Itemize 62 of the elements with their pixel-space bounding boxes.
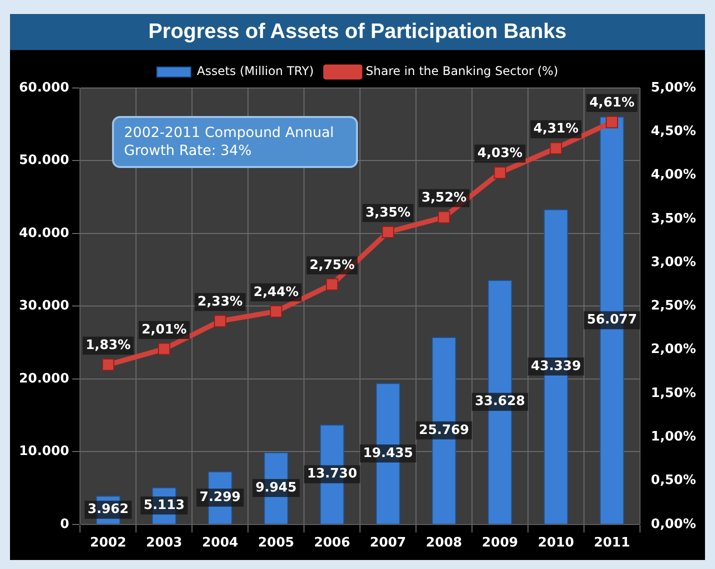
- x-tick-label: 2011: [594, 536, 630, 551]
- point: [550, 142, 562, 154]
- point: [438, 211, 450, 224]
- y-tick-label: 10.000: [18, 444, 70, 460]
- data-label: 3,52%: [421, 190, 467, 206]
- point: [606, 116, 618, 128]
- data-label: 13.730: [306, 466, 358, 482]
- y2-tick-label: 0,50%: [650, 473, 696, 488]
- y-tick-label: 30.000: [18, 298, 70, 314]
- data-label: 4,31%: [533, 122, 578, 137]
- x-tick-label: 2010: [538, 536, 574, 551]
- y2-tick-label: 0,00%: [650, 516, 696, 532]
- x-tick-label: 2009: [482, 536, 518, 551]
- x-tick-label: 2005: [258, 536, 294, 551]
- y2-tick-label: 3,50%: [650, 211, 696, 226]
- data-label: 7.299: [200, 490, 241, 505]
- x-tick-label: 2008: [426, 536, 462, 551]
- data-label: 2,33%: [198, 294, 243, 310]
- point: [270, 305, 282, 318]
- data-label: 43.339: [530, 358, 582, 374]
- y2-tick-label: 5,00%: [650, 80, 696, 96]
- annotation: 2002-2011 Compound Annual Growth Rate: 34%: [112, 116, 358, 168]
- x-tick-label: 2007: [370, 536, 406, 551]
- x-tick-label: 2003: [146, 536, 182, 551]
- legend-label: Share in the Banking Sector (%): [366, 64, 558, 78]
- y-tick-label: 60.000: [18, 80, 70, 96]
- y-tick-label: 50.000: [18, 153, 70, 168]
- y2-tick-label: 1,50%: [650, 386, 696, 401]
- data-label: 4,03%: [477, 146, 523, 162]
- point: [494, 166, 506, 179]
- point: [326, 278, 338, 291]
- point: [214, 314, 226, 328]
- y2-tick-label: 2,50%: [650, 298, 696, 314]
- data-label: 19.435: [362, 446, 414, 461]
- data-label: 2,75%: [309, 258, 355, 273]
- y-tick-label: 40.000: [18, 226, 70, 241]
- data-label: 56.077: [586, 312, 637, 328]
- point: [102, 358, 114, 371]
- data-label: 4,61%: [589, 95, 634, 110]
- y2-tick-label: 1,00%: [650, 429, 696, 444]
- data-label: 9.945: [256, 480, 297, 496]
- y2-tick-label: 2,00%: [650, 342, 696, 358]
- legend-label: Assets (Million TRY): [196, 64, 314, 78]
- data-label: 5.113: [144, 498, 185, 513]
- data-label: 3.962: [88, 502, 129, 518]
- data-label: 1,83%: [86, 338, 131, 354]
- data-label: 33.628: [474, 394, 526, 410]
- point: [158, 342, 170, 356]
- x-tick-label: 2004: [202, 536, 238, 551]
- x-tick-label: 2002: [90, 536, 126, 551]
- data-label: 2,44%: [254, 284, 299, 300]
- x-tick-label: 2006: [314, 536, 350, 551]
- data-label: 25.769: [418, 422, 470, 438]
- y2-tick-label: 4,50%: [650, 124, 696, 140]
- chart-title: Progress of Assets of Participation Banks: [10, 14, 705, 50]
- y-tick-label: 0: [60, 516, 70, 532]
- y2-tick-label: 3,00%: [650, 254, 696, 270]
- y2-tick-label: 4,00%: [650, 168, 696, 183]
- point: [382, 226, 394, 238]
- data-label: 2,01%: [142, 322, 187, 338]
- y-tick-label: 20.000: [18, 371, 70, 386]
- data-label: 3,35%: [365, 205, 411, 220]
